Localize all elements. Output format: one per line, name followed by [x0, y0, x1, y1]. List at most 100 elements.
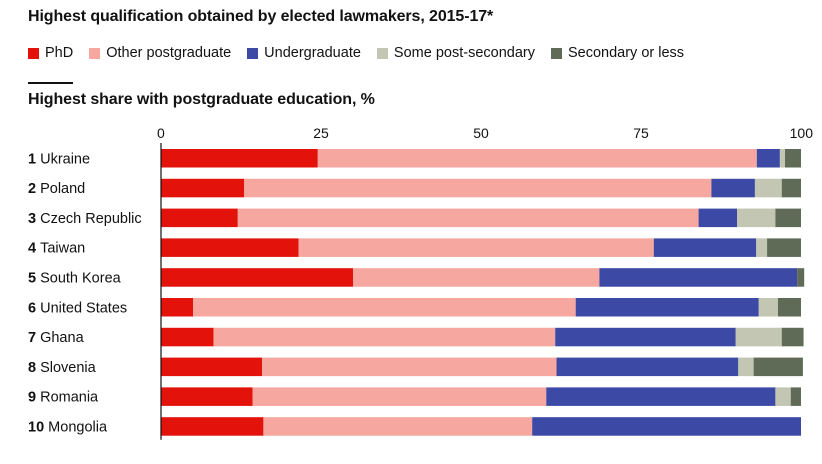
legend-item-other-postgraduate: Other postgraduate [89, 45, 231, 61]
row-country: Romania [40, 390, 99, 406]
bar-segment-other-postgraduate [252, 387, 547, 406]
row-country: Taiwan [40, 241, 85, 257]
legend-item-undergraduate: Undergraduate [247, 45, 361, 61]
row-label: 2 Poland [28, 181, 85, 197]
row-rank: 5 [28, 270, 40, 286]
chart-subtitle: Highest share with postgraduate educatio… [28, 91, 375, 108]
legend-label-undergraduate: Undergraduate [264, 45, 361, 61]
row-rank: 2 [28, 181, 40, 197]
row-country: Czech Republic [40, 211, 142, 227]
bar-segment-undergraduate [546, 387, 776, 406]
row-label: 8 Slovenia [28, 360, 97, 376]
bar-segment-secondary-or-less [781, 178, 801, 198]
bar-segment-phd [161, 417, 264, 436]
bar-segment-phd [161, 178, 245, 198]
bar-segment-other-postgraduate [317, 149, 757, 168]
bar-segment-some-post-secondary [737, 208, 776, 228]
legend-swatch-secondary-or-less [550, 47, 562, 59]
bar-segment-phd [161, 149, 318, 168]
bar-segment-other-postgraduate [237, 208, 699, 228]
bar-segment-secondary-or-less [797, 268, 805, 287]
row-country: Ghana [40, 330, 84, 346]
row-label: 9 Romania [28, 390, 99, 406]
x-tick-label: 100 [790, 125, 814, 141]
bar-segment-secondary-or-less [781, 327, 804, 347]
bar-segment-secondary-or-less [777, 298, 801, 317]
row-country: Poland [40, 181, 85, 197]
legend-item-some-post-secondary: Some post-secondary [376, 45, 535, 61]
bar-segment-some-post-secondary [779, 149, 785, 168]
bar-segment-phd [161, 298, 193, 317]
row-country: Slovenia [40, 360, 97, 376]
bar-segment-undergraduate [556, 357, 739, 377]
row-rank: 10 [28, 419, 48, 435]
row-country: Ukraine [40, 151, 90, 167]
bar-segment-undergraduate [532, 417, 801, 436]
row-country: South Korea [40, 270, 122, 286]
row-label: 4 Taiwan [28, 241, 85, 257]
row-country: Mongolia [48, 419, 108, 435]
section-rule [28, 82, 73, 84]
bar-segment-phd [161, 238, 299, 257]
legend: PhD Other postgraduate Undergraduate Som… [28, 45, 700, 61]
bar-segment-other-postgraduate [263, 417, 533, 436]
legend-item-secondary-or-less: Secondary or less [550, 45, 685, 61]
legend-swatch-undergraduate [247, 47, 259, 59]
bar-segment-other-postgraduate [244, 178, 712, 198]
row-rank: 1 [28, 151, 40, 167]
chart-title: Highest qualification obtained by electe… [28, 8, 494, 25]
bar-segment-undergraduate [555, 327, 736, 347]
bar-segment-secondary-or-less [775, 208, 801, 228]
x-tick-label: 0 [157, 125, 165, 141]
legend-swatch-some-post-secondary [376, 47, 388, 59]
legend-swatch-other-postgraduate [89, 47, 101, 59]
bar-segment-other-postgraduate [353, 268, 600, 287]
bar-segment-some-post-secondary [738, 357, 754, 377]
row-label: 3 Czech Republic [28, 211, 142, 227]
bar-segment-secondary-or-less [790, 387, 801, 406]
legend-label-other-postgraduate: Other postgraduate [106, 45, 232, 61]
bar-segment-other-postgraduate [298, 238, 654, 257]
x-tick-label: 75 [633, 125, 649, 141]
row-rank: 6 [28, 300, 40, 316]
row-rank: 7 [28, 330, 40, 346]
row-label: 5 South Korea [28, 270, 122, 286]
legend-label-phd: PhD [45, 45, 74, 61]
bar-segment-other-postgraduate [213, 327, 556, 347]
bar-segment-some-post-secondary [775, 387, 791, 406]
bar-segment-other-postgraduate [262, 357, 557, 377]
row-rank: 8 [28, 360, 40, 376]
bar-segment-phd [161, 268, 353, 287]
bar-segment-some-post-secondary [758, 298, 778, 317]
row-rank: 3 [28, 211, 40, 227]
row-rank: 4 [28, 241, 40, 257]
row-rank: 9 [28, 390, 40, 406]
x-tick-label: 50 [473, 125, 489, 141]
legend-item-phd: PhD [28, 45, 73, 61]
legend-label-some-post-secondary: Some post-secondary [393, 45, 535, 61]
bar-segment-secondary-or-less [767, 238, 801, 257]
bar-segment-secondary-or-less [785, 149, 801, 168]
bar-segment-undergraduate [711, 178, 755, 198]
bar-segment-some-post-secondary [756, 238, 768, 257]
bar-segment-some-post-secondary [735, 327, 782, 347]
x-tick-label: 25 [313, 125, 329, 141]
row-label: 6 United States [28, 300, 127, 316]
bar-segment-phd [161, 387, 253, 406]
row-label: 1 Ukraine [28, 151, 90, 167]
bar-segment-phd [161, 357, 263, 377]
bar-segment-some-post-secondary [754, 178, 782, 198]
row-label: 10 Mongolia [28, 419, 108, 435]
bar-segment-secondary-or-less [753, 357, 803, 377]
bar-segment-phd [161, 208, 238, 228]
bar-segment-other-postgraduate [193, 298, 576, 317]
bar-segment-undergraduate [599, 268, 798, 287]
bar-segment-undergraduate [756, 149, 780, 168]
row-label: 7 Ghana [28, 330, 85, 346]
bar-segment-phd [161, 327, 214, 347]
bar-segment-undergraduate [698, 208, 737, 228]
bar-segment-undergraduate [653, 238, 757, 257]
legend-swatch-phd [28, 47, 39, 59]
legend-label-secondary-or-less: Secondary or less [567, 45, 685, 61]
